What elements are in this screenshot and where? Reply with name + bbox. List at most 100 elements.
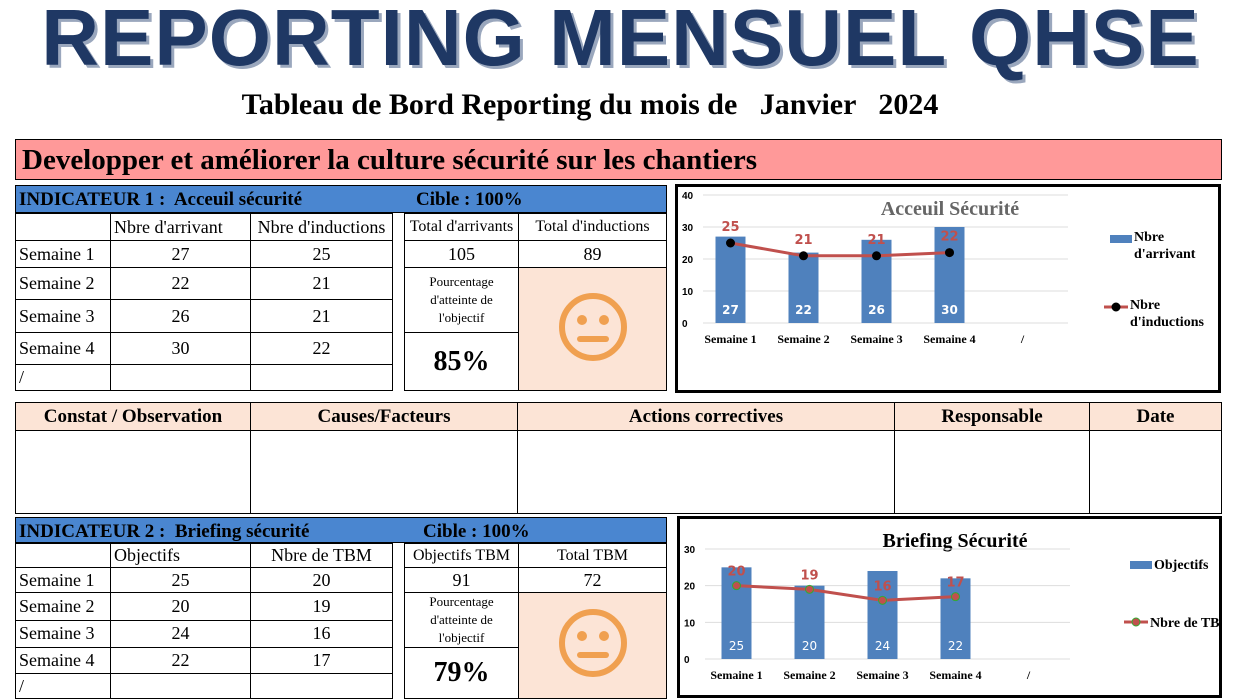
value-col1: 24 (110, 619, 251, 648)
line-data-label: 17 (946, 576, 964, 591)
value-col2: 17 (250, 647, 393, 674)
header-responsable: Responsable (894, 402, 1090, 431)
value-col2: 21 (250, 267, 393, 300)
chart-briefing-securite: Briefing Sécurité 0 10 20 30 Semaine 1 25 Semai… (677, 516, 1233, 698)
y-tick-label: 30 (682, 223, 694, 234)
x-tick-label: Semaine 2 (783, 668, 835, 682)
y-tick-label: 0 (684, 655, 690, 666)
bar-data-label: 25 (729, 639, 744, 653)
cell-actions[interactable] (517, 430, 895, 514)
line-point (878, 595, 887, 605)
table-row: Semaine 2 20 19 Pourcentage d'atteinte d… (15, 592, 667, 699)
value-col1: 25 (110, 567, 251, 593)
series-line (736, 584, 956, 602)
indicator-table: Objectifs Nbre de TBM Objectifs TBM Total T… (15, 543, 667, 699)
indicator-title: INDICATEUR 1 : Acceuil sécurité (19, 189, 303, 210)
week-label: Semaine 1 (15, 240, 111, 268)
bar-data-label: 22 (795, 303, 812, 317)
x-tick-label: Semaine 3 (856, 668, 908, 682)
bar (788, 252, 819, 323)
x-tick-label: Semaine 1 (710, 668, 762, 682)
legend-bar-swatch (1130, 561, 1152, 569)
col2-header: Nbre de TBM (250, 543, 393, 568)
col1-header: Nbre d'arrivant (110, 213, 251, 241)
line-point (945, 248, 954, 258)
legend-bar-label: Nbre d'arrivant (1134, 230, 1196, 262)
value-col2: 16 (250, 619, 393, 648)
legend-bar-swatch (1110, 235, 1132, 243)
bar (934, 227, 965, 323)
header-actions: Actions correctives (517, 402, 895, 431)
legend-line-label: Nbre d'inductions (1130, 298, 1204, 330)
week-label: Semaine 2 (15, 592, 111, 621)
value-col1: 30 (110, 332, 251, 365)
value-col1: 20 (110, 592, 251, 621)
line-point (951, 592, 960, 602)
bar (867, 571, 898, 659)
value-col2: 22 (250, 332, 393, 365)
value-col2: 25 (250, 240, 393, 268)
y-tick-label: 20 (682, 255, 694, 266)
chart-title: Acceuil Sécurité (881, 198, 1019, 220)
cell-constat[interactable] (15, 430, 251, 514)
chart-svg: Acceuil Sécurité 0 10 20 30 40 Semaine 1 27 Sema… (682, 191, 1204, 346)
neutral-face-icon (558, 609, 627, 677)
y-tick-label: 30 (684, 545, 696, 556)
table-row: Semaine 4 30 22 85% (15, 332, 667, 391)
total1-value: 105 (404, 240, 519, 268)
x-tick-label: Semaine 3 (850, 332, 902, 346)
bar-data-label: 20 (802, 639, 817, 653)
x-tick-label: Semaine 1 (704, 332, 756, 346)
table-row: Semaine 3 24 16 (15, 619, 667, 648)
percent-value: 85% (404, 332, 519, 391)
bar-data-label: 22 (948, 639, 963, 653)
bar-data-label: 30 (941, 303, 958, 317)
bar-data-label: 26 (868, 303, 885, 317)
x-tick-label: / (1026, 668, 1031, 682)
legend-line-marker (1131, 617, 1141, 627)
table-row: Semaine 2 22 21 Pourcentage d'atteinte d… (15, 267, 667, 391)
value-col1: 27 (110, 240, 251, 268)
value-col1: 22 (110, 267, 251, 300)
table-row: Semaine 1 25 20 91 72 (15, 567, 667, 593)
indicator-table: Nbre d'arrivant Nbre d'inductions Total d'… (15, 213, 667, 391)
header-causes: Causes/Facteurs (250, 402, 518, 431)
total1-value: 91 (404, 567, 519, 593)
page-subtitle: Tableau de Bord Reporting du mois de Jan… (241, 88, 939, 121)
line-data-label: 22 (940, 230, 958, 245)
table-row: / (15, 364, 667, 391)
header-constat: Constat / Observation (15, 402, 251, 431)
total2-value: 89 (518, 240, 667, 268)
bar (940, 578, 971, 659)
value-col1: 22 (110, 647, 251, 674)
value-col1 (110, 364, 251, 391)
line-data-label: 20 (727, 565, 745, 580)
bar (715, 236, 746, 323)
cell-date[interactable] (1089, 430, 1222, 514)
y-tick-label: 40 (682, 191, 694, 202)
bar-data-label: 27 (722, 303, 739, 317)
line-point (799, 251, 808, 261)
total2-header: Total d'inductions (518, 213, 667, 241)
table-row: Semaine 4 22 17 79% (15, 647, 667, 699)
page-title: REPORTING MENSUEL QHSE (41, 0, 1200, 82)
line-data-label: 19 (800, 568, 818, 583)
x-tick-label: / (1020, 332, 1025, 346)
total2-value: 72 (518, 567, 667, 593)
cell-causes[interactable] (250, 430, 518, 514)
x-tick-label: Semaine 2 (777, 332, 829, 346)
neutral-face-icon (558, 292, 627, 361)
face-cell (518, 592, 667, 699)
value-col2: 21 (250, 299, 393, 333)
week-label: Semaine 1 (15, 567, 111, 593)
header-date: Date (1089, 402, 1222, 431)
y-tick-label: 10 (682, 287, 694, 298)
percent-label: Pourcentage d'atteinte de l'objectif (404, 592, 519, 648)
line-data-label: 21 (867, 233, 885, 248)
legend-line-label: Nbre de TBM (1150, 616, 1233, 631)
indicator-target: Cible : 100% (423, 521, 530, 542)
chart-acceuil-securite: Acceuil Sécurité 0 10 20 30 40 Semaine 1 27 Sema… (675, 184, 1221, 393)
value-col2 (250, 364, 393, 391)
cell-responsable[interactable] (894, 430, 1090, 514)
week-label: / (15, 364, 111, 391)
